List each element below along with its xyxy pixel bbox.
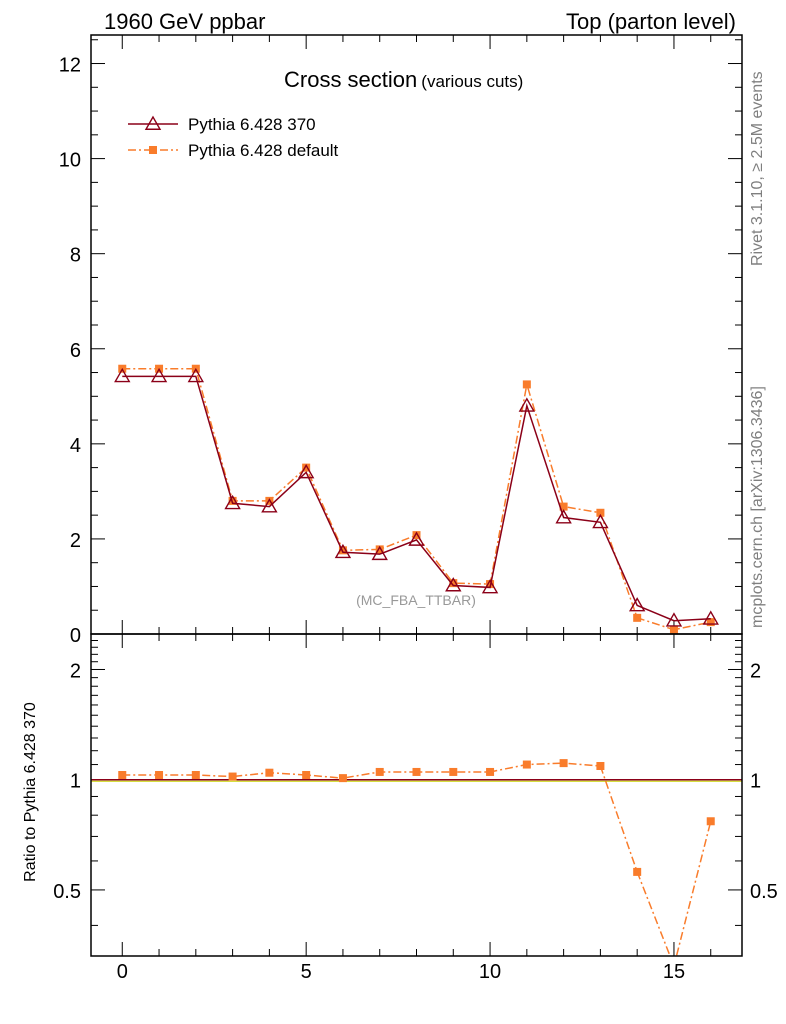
series-line [122,762,712,956]
ratio-panel: 0 5 10 15 0.5 0.5 1 1 2 2 [53,633,778,983]
data-point [518,397,536,412]
data-point [302,463,311,472]
series-line [122,367,711,631]
data-point [338,546,347,555]
data-point [412,767,421,776]
chart-title: Cross section (various cuts) [284,67,523,92]
data-point [633,867,642,876]
data-point [486,767,495,776]
main-panel: 0 2 4 6 8 10 12 Cross section (various cuts) (M… [59,34,743,647]
data-point [338,774,347,783]
ratio-y-axis-label: Ratio to Pythia 6.428 370 [22,702,39,882]
y-tick-label: 0.5 [53,881,81,903]
data-point [559,759,568,768]
y-tick-label: 2 [70,530,81,552]
data-point [149,146,157,154]
side-label-rivet: Rivet 3.1.10, ≥ 2.5M events [749,71,766,266]
data-point [449,579,458,588]
header-left: 1960 GeV ppbar [104,9,265,34]
ratio-frame [90,633,743,957]
y-tick-label: 0 [70,625,81,647]
x-tick-label: 5 [301,961,312,983]
data-point [665,612,683,627]
data-point [187,367,205,383]
y-tick-label: 10 [59,150,81,172]
data-point [228,772,237,781]
chart-title-main: Cross section [284,67,417,92]
data-point [155,771,164,780]
data-point [297,463,315,479]
data-point [596,508,605,517]
data-point [191,771,200,780]
y-tick-label: 1 [750,771,761,793]
data-point [375,545,384,554]
data-point [375,767,384,776]
data-point [408,531,425,546]
ratio-series-group [91,759,742,956]
data-point [261,498,278,513]
data-point [592,513,609,529]
data-point [706,817,715,826]
data-point [669,625,678,634]
legend-label: Pythia 6.428 370 [188,115,316,134]
y-tick-label: 6 [70,340,81,362]
data-point [555,509,572,524]
data-point [150,367,168,383]
x-tick-label: 0 [117,961,128,983]
y-tick-label: 4 [70,435,81,457]
data-point [114,367,131,383]
header-right: Top (parton level) [566,9,736,34]
data-point [522,380,531,389]
data-point [522,760,531,769]
ratio-tick-labels: 0 5 10 15 0.5 0.5 1 1 2 2 [53,660,778,983]
main-series-group [114,364,719,634]
data-point [265,768,274,777]
analysis-tag: (MC_FBA_TTBAR) [356,592,476,608]
y-tick-label: 2 [750,660,761,682]
y-tick-label: 0.5 [750,881,778,903]
series-line [122,375,711,622]
data-point [559,502,568,511]
data-point [706,618,715,627]
data-point [118,771,127,780]
x-tick-label: 15 [663,961,685,983]
data-point [628,597,646,612]
legend-label: Pythia 6.428 default [188,141,339,160]
x-tick-label: 10 [479,961,501,983]
y-tick-label: 12 [59,55,81,77]
ratio-axis-ticks [91,633,742,956]
data-point [633,613,642,622]
main-tick-labels: 0 2 4 6 8 10 12 [59,55,81,647]
legend: Pythia 6.428 370 Pythia 6.428 default [128,115,339,160]
y-tick-label: 2 [70,660,81,682]
data-point [412,531,421,540]
data-point [302,771,311,780]
data-point [334,543,352,559]
data-point [445,577,462,592]
chart-title-sub: (various cuts) [421,72,523,91]
data-point [702,610,719,625]
main-axis-ticks [91,35,742,635]
y-tick-label: 1 [70,771,81,793]
data-point [224,494,241,510]
data-point [144,115,162,130]
data-point [596,762,605,771]
data-point [449,767,458,776]
y-tick-label: 8 [70,245,81,267]
side-label-mcplots: mcplots.cern.ch [arXiv:1306.3436] [749,386,766,628]
data-point [371,545,388,561]
data-point [481,579,499,594]
